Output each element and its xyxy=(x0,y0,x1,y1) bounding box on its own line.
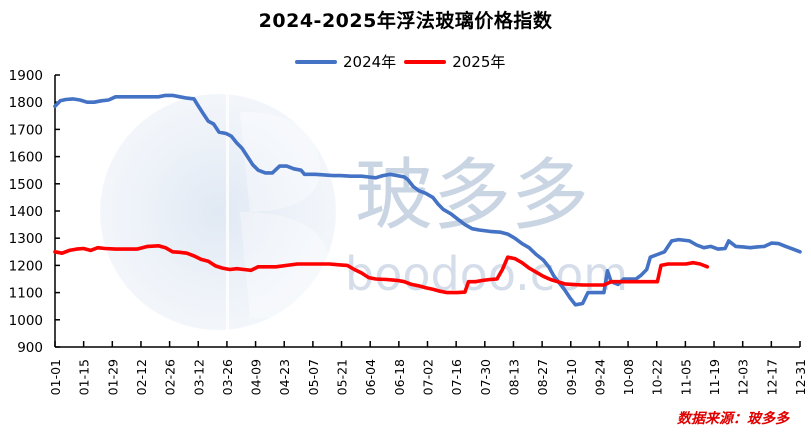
x-tick-label: 01-15 xyxy=(77,359,92,395)
x-tick-label: 11-19 xyxy=(707,359,722,395)
x-tick-label: 02-12 xyxy=(134,359,149,395)
series-line-2024 xyxy=(53,93,802,307)
y-tick-label: 1600 xyxy=(9,150,43,166)
chart-legend: 2024年 2025年 xyxy=(295,51,513,72)
x-tick-label: 07-02 xyxy=(421,359,436,395)
y-axis: 900 1000 1100 1200 1300 1400 1500 1600 1700 1800 1… xyxy=(9,68,60,356)
x-tick-label: 04-09 xyxy=(249,359,264,395)
y-tick-label: 1900 xyxy=(9,68,43,84)
watermark-text: 玻多多 xyxy=(355,151,589,241)
y-tick-label: 1200 xyxy=(9,258,43,274)
series-line-2025 xyxy=(53,244,710,295)
x-tick-label: 01-01 xyxy=(48,359,63,395)
x-tick-label: 02-26 xyxy=(163,359,178,395)
x-tick-label: 08-13 xyxy=(506,359,521,395)
legend-label-2025: 2025年 xyxy=(452,53,506,71)
x-tick-label: 07-30 xyxy=(478,359,493,395)
watermark-logo-icon xyxy=(100,94,336,330)
y-tick-label: 1400 xyxy=(9,204,43,220)
x-tick-label: 03-12 xyxy=(191,359,206,395)
legend-swatch-2025 xyxy=(404,59,447,64)
legend-item-2024: 2024年 xyxy=(295,51,396,72)
y-tick-label: 1300 xyxy=(9,231,43,247)
chart-title: 2024-2025年浮法玻璃价格指数 xyxy=(258,10,553,32)
legend-swatch-2024 xyxy=(295,59,337,64)
x-tick-label: 09-24 xyxy=(592,359,607,395)
x-tick-label: 12-03 xyxy=(736,359,751,395)
y-tick-label: 1800 xyxy=(9,95,43,111)
x-tick-label: 11-05 xyxy=(678,359,693,395)
x-tick-label: 05-07 xyxy=(306,359,321,395)
x-tick-label: 10-08 xyxy=(621,359,636,395)
legend-label-2024: 2024年 xyxy=(343,53,397,71)
watermark-subtext: boodoo.com xyxy=(345,247,628,301)
x-axis: 01-01 01-15 01-29 02-12 02-26 03-12 03-26 04-09… xyxy=(48,341,808,395)
y-tick-label: 1500 xyxy=(9,177,43,193)
x-tick-label: 09-10 xyxy=(564,359,579,395)
legend-item-2025: 2025年 xyxy=(404,51,505,72)
x-tick-label: 07-16 xyxy=(449,359,464,395)
y-tick-label: 900 xyxy=(17,340,43,356)
data-source-note: 数据来源：玻多多 xyxy=(677,411,789,427)
x-tick-label: 06-18 xyxy=(392,359,407,395)
x-tick-label: 01-29 xyxy=(105,359,120,395)
y-tick-label: 1100 xyxy=(9,286,43,302)
x-tick-label: 12-17 xyxy=(764,359,779,395)
y-tick-label: 1700 xyxy=(9,122,43,138)
watermark: 玻多多 boodoo.com xyxy=(100,92,628,332)
x-tick-label: 06-04 xyxy=(363,359,378,395)
x-tick-label: 10-22 xyxy=(650,359,665,395)
x-tick-label: 04-23 xyxy=(277,359,292,395)
x-tick-label: 03-26 xyxy=(220,359,235,395)
x-tick-label: 12-31 xyxy=(793,359,808,395)
x-tick-label: 05-21 xyxy=(335,359,350,395)
y-tick-label: 1000 xyxy=(9,313,43,329)
x-tick-label: 08-27 xyxy=(535,359,550,395)
